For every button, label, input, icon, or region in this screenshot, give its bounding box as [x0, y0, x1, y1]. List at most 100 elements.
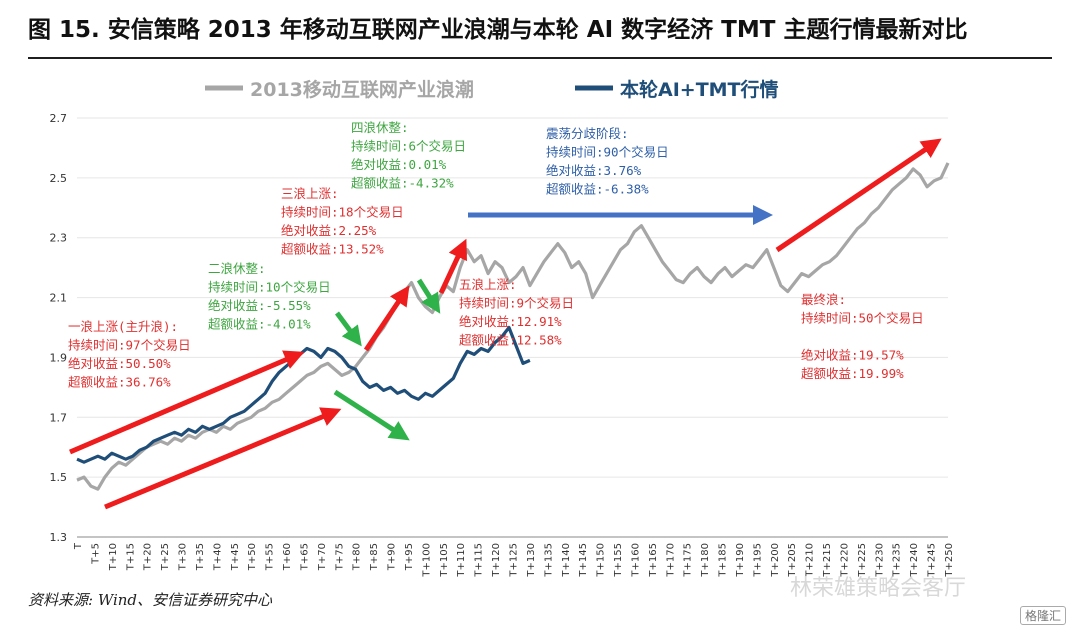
x-tick-label: T+190	[735, 543, 746, 578]
annotation-line: 超额收益:-6.38%	[546, 182, 649, 197]
x-tick-label: T+245	[927, 543, 938, 578]
x-tick-label: T+235	[892, 543, 903, 578]
red-arrow-wave1-upper	[69, 350, 305, 455]
annotation-line: 绝对收益:3.76%	[546, 163, 642, 178]
annotation-line: 绝对收益:2.25%	[281, 223, 377, 238]
x-tick-label: T+150	[596, 543, 607, 578]
red-arrow-final	[775, 138, 942, 253]
x-tick-label: T+105	[439, 543, 450, 578]
annotation-line: 绝对收益:12.91%	[459, 314, 562, 329]
x-tick-label: T+230	[874, 543, 885, 578]
x-tick-label: T+125	[509, 543, 520, 578]
annotation-line: 持续时间:90个交易日	[546, 145, 669, 160]
x-tick-label: T+170	[665, 543, 676, 578]
x-tick-label: T+110	[456, 543, 467, 578]
annotation-line: 绝对收益:19.57%	[801, 348, 904, 363]
y-tick-label: 2.1	[50, 292, 68, 305]
x-tick-label: T+205	[787, 543, 798, 578]
x-tick-label: T+85	[369, 543, 380, 571]
arrow-layer	[69, 138, 942, 510]
annotation-line: 持续时间:6个交易日	[351, 139, 466, 154]
x-tick-label: T+45	[230, 543, 241, 571]
source-note: 资料来源: Wind、安信证券研究中心	[28, 591, 273, 609]
y-tick-label: 2.3	[50, 232, 68, 245]
green-arrow-wave2-upper	[334, 311, 362, 347]
annotation-line: 持续时间:9个交易日	[459, 296, 574, 311]
annotation-line: 五浪上涨:	[459, 277, 517, 292]
annotation-line: 持续时间:10个交易日	[208, 280, 331, 295]
x-tick-label: T+100	[421, 543, 432, 578]
x-tick-label: T+90	[387, 543, 398, 571]
annotation-line: 震荡分歧阶段:	[546, 126, 629, 141]
annotation-line: 超额收益:13.52%	[281, 242, 384, 257]
x-tick-label: T+175	[683, 543, 694, 578]
annotation-line: 持续时间:50个交易日	[801, 311, 924, 326]
x-tick-label: T+30	[178, 543, 189, 571]
x-tick-label: T+40	[212, 543, 223, 571]
x-tick-label: T+130	[526, 543, 537, 578]
x-tick-label: T	[73, 542, 84, 550]
x-axis: T T+5 T+10 T+15 T+20 T+25 T+30 T+35 T+40 T+45 T+50…	[73, 542, 955, 577]
legend-label-blue: 本轮AI+TMT行情	[620, 78, 779, 101]
x-tick-label: T+55	[265, 543, 276, 571]
x-tick-label: T+160	[630, 543, 641, 578]
x-tick-label: T+135	[543, 543, 554, 578]
x-tick-label: T+220	[839, 543, 850, 578]
annotation-line: 持续时间:18个交易日	[281, 205, 404, 220]
x-tick-label: T+185	[718, 543, 729, 578]
annotation-line: 绝对收益:50.50%	[68, 356, 171, 371]
annotation-line: 超额收益:12.58%	[459, 333, 562, 348]
x-tick-label: T+115	[474, 543, 485, 578]
x-tick-label: T+180	[700, 543, 711, 578]
x-tick-label: T+145	[578, 543, 589, 578]
x-tick-label: T+35	[195, 543, 206, 571]
annotation-line: 二浪休整:	[208, 261, 266, 276]
title-rule	[28, 57, 1052, 59]
y-tick-label: 1.9	[50, 351, 68, 364]
x-tick-label: T+155	[613, 543, 624, 578]
annotation-line: 超额收益:-4.32%	[351, 176, 454, 191]
watermark: 林荣雄策略会客厅	[790, 576, 967, 601]
legend-label-gray: 2013移动互联网产业浪潮	[250, 78, 474, 101]
x-tick-label: T+65	[299, 543, 310, 571]
x-tick-label: T+250	[944, 543, 955, 578]
annotation-line: 持续时间:97个交易日	[68, 338, 191, 353]
y-tick-label: 1.7	[50, 411, 68, 424]
green-arrow-wave4	[416, 278, 441, 314]
x-tick-label: T+195	[752, 543, 763, 578]
x-tick-label: T+95	[404, 543, 415, 571]
annotation-line: 超额收益:19.99%	[801, 366, 904, 381]
annotation-line: 最终浪:	[801, 292, 846, 307]
annotation-line: 绝对收益:-5.55%	[208, 298, 311, 313]
y-tick-label: 1.5	[50, 471, 68, 484]
y-axis: 1.3 1.5 1.7 1.9 2.1 2.3 2.5 2.7	[50, 112, 948, 544]
x-tick-label: T+225	[857, 543, 868, 578]
annotation-line: 三浪上涨:	[281, 186, 339, 201]
x-tick-label: T+60	[282, 543, 293, 571]
annotation-line: 超额收益:-4.01%	[208, 317, 311, 332]
x-tick-label: T+75	[334, 543, 345, 571]
x-tick-label: T+215	[822, 543, 833, 578]
red-arrow-wave3	[363, 285, 410, 352]
x-tick-label: T+15	[125, 543, 136, 571]
x-tick-label: T+5	[90, 543, 101, 565]
annotation-line: 超额收益:36.76%	[68, 375, 171, 390]
x-tick-label: T+80	[352, 543, 363, 571]
x-tick-label: T+20	[143, 543, 154, 571]
x-tick-label: T+50	[247, 543, 258, 571]
figure-title: 图 15. 安信策略 2013 年移动互联网产业浪潮与本轮 AI 数字经济 TM…	[28, 17, 968, 43]
x-tick-label: T+10	[108, 543, 119, 571]
annotation-line: 四浪休整:	[351, 120, 409, 135]
green-arrow-wave2-lower	[333, 389, 410, 441]
x-tick-label: T+200	[770, 543, 781, 578]
annotation-line: 一浪上涨(主升浪):	[68, 319, 178, 334]
x-tick-label: T+140	[561, 543, 572, 578]
series-line-2013-wave	[76, 162, 950, 491]
y-tick-label: 2.5	[50, 172, 68, 185]
x-tick-label: T+70	[317, 543, 328, 571]
x-tick-label: T+240	[909, 543, 920, 578]
x-tick-label: T+25	[160, 543, 171, 571]
y-tick-label: 1.3	[50, 531, 68, 544]
